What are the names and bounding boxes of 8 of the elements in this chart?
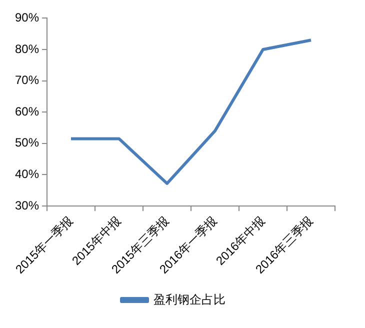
y-tick-label: 90% <box>14 10 40 25</box>
y-tick-label: 60% <box>14 104 40 118</box>
y-tick-label: 30% <box>14 198 40 212</box>
y-tick-label: 70% <box>14 73 40 88</box>
y-tick-label: 40% <box>14 167 40 182</box>
legend-label: 盈利钢企占比 <box>154 292 226 306</box>
y-tick-label: 50% <box>14 136 40 150</box>
y-tick-label: 80% <box>14 42 40 56</box>
